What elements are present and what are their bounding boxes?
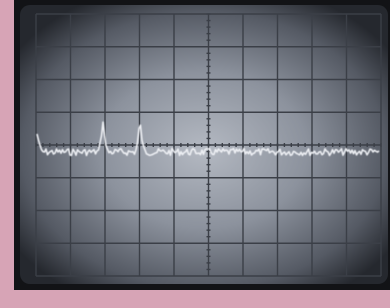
page: (() => { const ns = 'http://www.w3.org/2…	[0, 0, 390, 308]
oscilloscope-photo	[0, 0, 390, 308]
